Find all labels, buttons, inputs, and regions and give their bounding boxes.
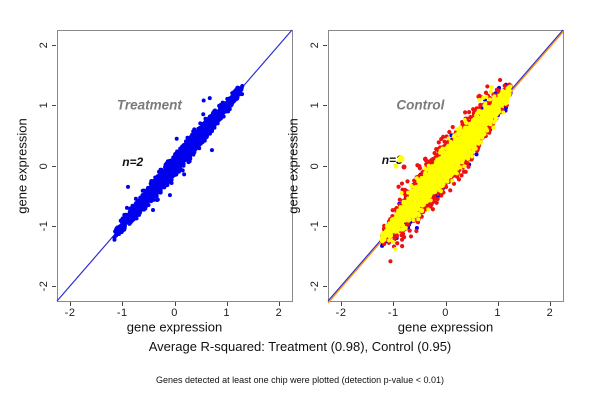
detection-note: Genes detected at least one chip were pl…	[156, 375, 444, 385]
r-squared-summary: Average R-squared: Treatment (0.98), Con…	[148, 339, 452, 354]
